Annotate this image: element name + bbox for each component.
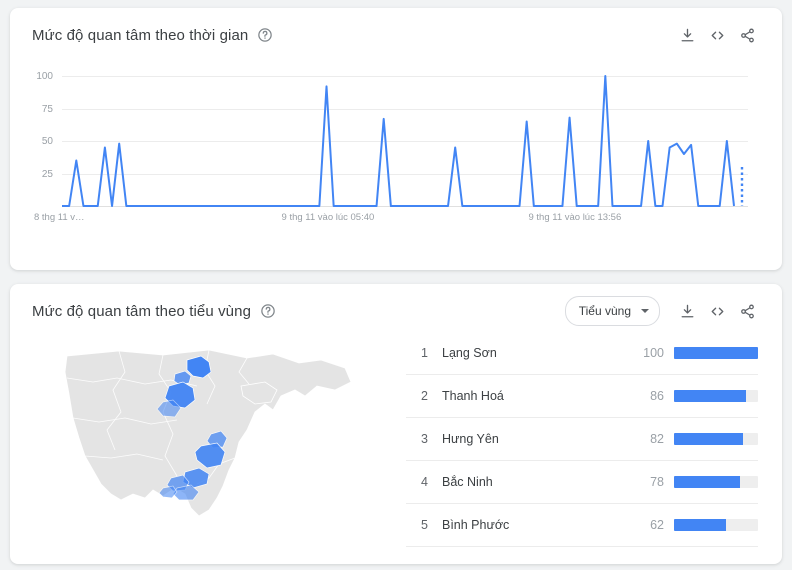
region-name: Bắc Ninh: [442, 475, 493, 489]
table-row[interactable]: 2 Thanh Hoá 86: [406, 375, 758, 418]
chart-series-layer: [62, 76, 748, 206]
region-value: 86: [650, 389, 664, 403]
x-axis-tick: 9 thg 11 vào lúc 05:40: [281, 212, 375, 223]
map-svg: [64, 349, 352, 517]
region-bar: [674, 519, 758, 531]
grid-line: [62, 173, 748, 175]
region-value: 62: [650, 518, 664, 532]
region-rank: 5: [421, 518, 428, 532]
grid-line: [62, 76, 748, 77]
region-rank: 1: [421, 346, 428, 360]
geo-title: Mức độ quan tâm theo tiểu vùng: [32, 302, 252, 320]
region-bar: [674, 390, 758, 402]
region-bar: [674, 347, 758, 359]
x-axis-tick: 8 thg 11 v…: [34, 212, 85, 223]
region-rank: 4: [421, 475, 428, 489]
region-name: Thanh Hoá: [442, 389, 504, 403]
subregion-select[interactable]: Tiểu vùng: [564, 296, 660, 326]
region-rank: 3: [421, 432, 428, 446]
region-value: 82: [650, 432, 664, 446]
page-title: Mức độ quan tâm theo thời gian: [32, 26, 249, 44]
share-icon[interactable]: [734, 22, 760, 48]
region-bar-fill: [674, 433, 743, 445]
vietnam-region-map[interactable]: [24, 332, 394, 556]
region-rank: 2: [421, 389, 428, 403]
region-bar-fill: [674, 347, 758, 359]
region-bar-fill: [674, 476, 740, 488]
table-row[interactable]: 1 Lạng Sơn 100: [406, 332, 758, 375]
embed-code-icon[interactable]: [704, 298, 730, 324]
y-axis-tick: 50: [41, 136, 53, 147]
series-line: [62, 76, 734, 206]
chart-plot-area: 25 50 75 100 8 thg 11 v… 9 thg 11 vào lúc 05:…: [32, 66, 760, 241]
region-value: 78: [650, 475, 664, 489]
region-name: Bình Phước: [442, 518, 510, 532]
region-bar-fill: [674, 519, 727, 531]
y-axis-tick: 75: [41, 103, 53, 115]
y-axis-tick: 25: [41, 168, 53, 180]
region-bar: [674, 433, 758, 445]
interest-over-time-card: Mức độ quan tâm theo thời gian: [10, 8, 782, 270]
grid-line: [62, 141, 748, 142]
table-row[interactable]: 3 Hưng Yên 82: [406, 418, 758, 461]
map-highlighted-regions: [156, 355, 228, 501]
table-row[interactable]: 5 Bình Phước 62: [406, 504, 758, 547]
region-name: Lạng Sơn: [442, 346, 497, 360]
geo-card-body: 1 Lạng Sơn 100 2 Thanh Hoá 86 3 Hưng Yên…: [10, 324, 782, 556]
table-row[interactable]: 4 Bắc Ninh 78: [406, 461, 758, 504]
embed-code-icon[interactable]: [704, 22, 730, 48]
timeseries-chart: 25 50 75 100 8 thg 11 v… 9 thg 11 vào lúc 05:…: [10, 48, 782, 241]
map-land: [64, 349, 352, 517]
download-icon[interactable]: [674, 22, 700, 48]
region-bar: [674, 476, 758, 488]
subregion-select-label: Tiểu vùng: [578, 304, 631, 318]
region-name: Hưng Yên: [442, 432, 499, 446]
geo-card-header: Mức độ quan tâm theo tiểu vùng Tiểu vùng: [10, 284, 782, 326]
chart-canvas[interactable]: 25 50 75 100 8 thg 11 v… 9 thg 11 vào lúc 05:…: [34, 72, 748, 223]
help-circle-icon[interactable]: [257, 27, 273, 43]
help-circle-icon[interactable]: [260, 303, 276, 319]
timeseries-card-header: Mức độ quan tâm theo thời gian: [10, 8, 782, 48]
x-axis-tick: 9 thg 11 vào lúc 13:56: [528, 212, 622, 223]
region-bar-fill: [674, 390, 747, 402]
interest-by-subregion-card: Mức độ quan tâm theo tiểu vùng Tiểu vùng: [10, 284, 782, 564]
subregion-list: 1 Lạng Sơn 100 2 Thanh Hoá 86 3 Hưng Yên…: [394, 332, 768, 556]
share-icon[interactable]: [734, 298, 760, 324]
chevron-down-icon: [641, 309, 649, 313]
download-icon[interactable]: [674, 298, 700, 324]
region-value: 100: [643, 346, 664, 360]
y-axis-tick: 100: [36, 71, 53, 82]
grid-line: [62, 108, 748, 110]
